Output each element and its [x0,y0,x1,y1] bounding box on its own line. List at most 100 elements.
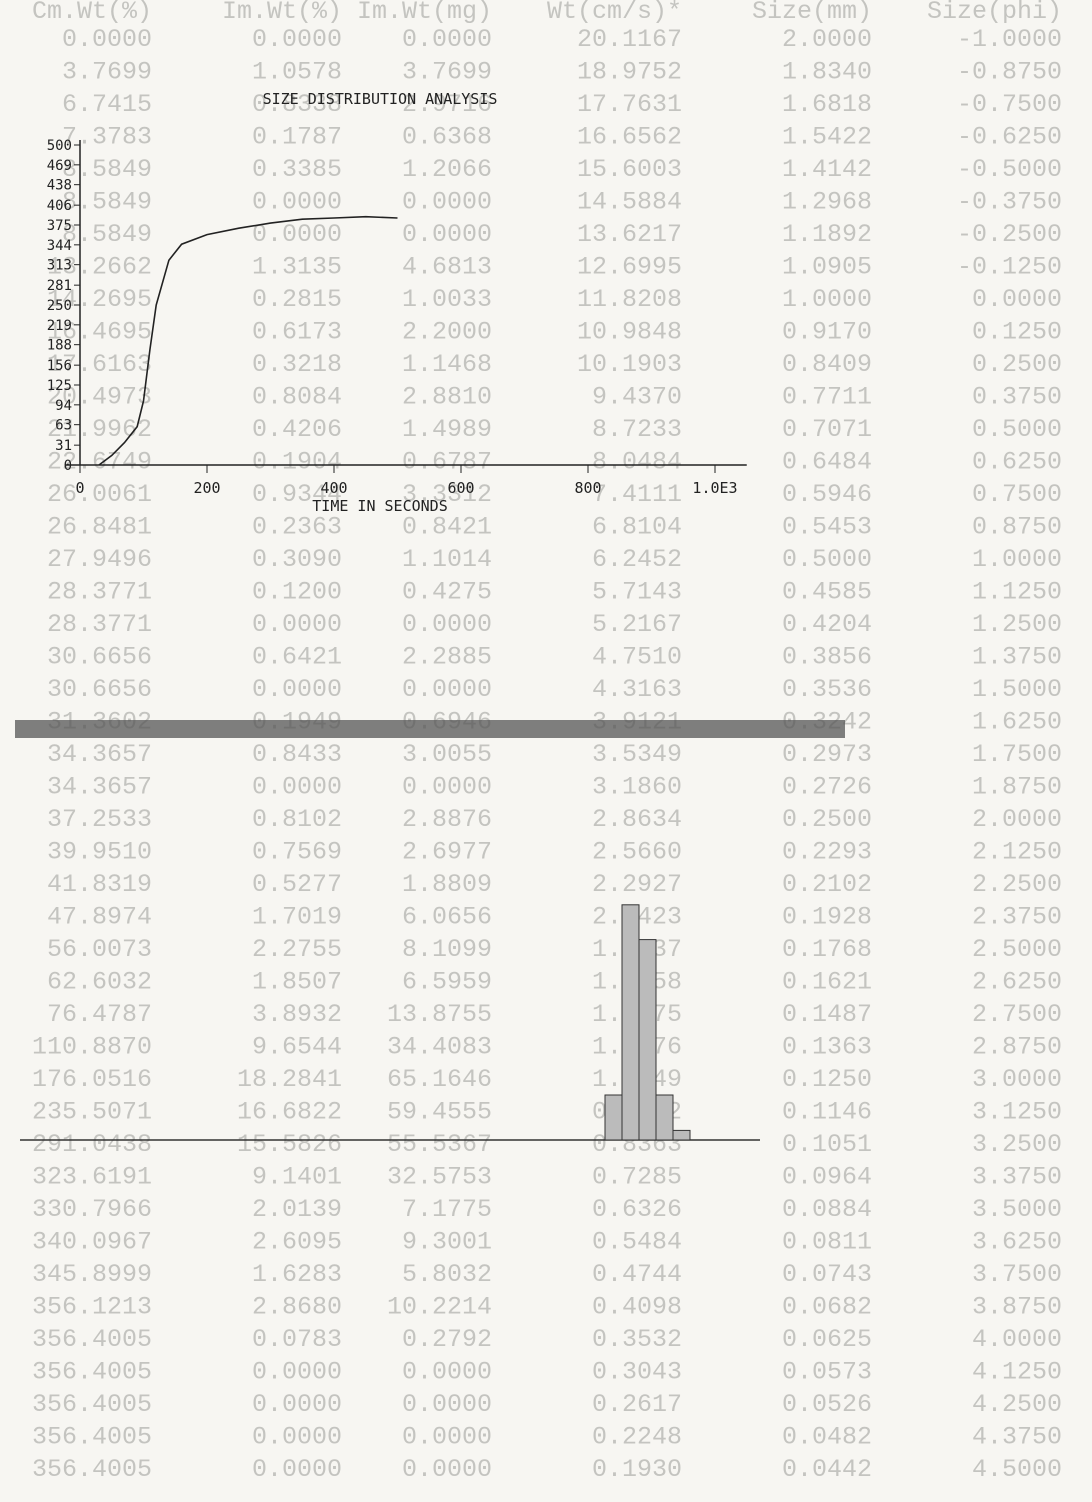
table-cell: 2.8750 [972,1033,1062,1062]
y-tick-label: 281 [47,278,72,294]
table-cell: 0.5453 [782,513,872,542]
table-cell: 0.0573 [782,1358,872,1387]
table-cell: 0.1051 [782,1130,872,1159]
table-cell: 0.0884 [782,1195,872,1224]
table-cell: 11.8208 [577,285,682,314]
table-cell: 30.6656 [47,675,152,704]
table-cell: 1.1892 [782,220,872,249]
table-cell: 2.0000 [782,25,872,54]
table-cell: 7.4111 [592,480,682,509]
table-cell: 0.3043 [592,1358,682,1387]
table-cell: 41.8319 [47,870,152,899]
x-tick-label: 1.0E3 [692,479,737,497]
table-cell: 59.4555 [387,1098,492,1127]
table-cell: 0.8421 [402,513,492,542]
table-cell: 0.1928 [782,903,872,932]
table-cell: 330.7966 [32,1195,152,1224]
table-cell: 30.6656 [47,643,152,672]
table-cell: 0.6421 [252,643,342,672]
table-cell: 4.5000 [972,1455,1062,1484]
table-cell: 13.2662 [47,253,152,282]
table-cell: 0.2726 [782,773,872,802]
table-cell: 356.4005 [32,1455,152,1484]
table-cell: 7.1775 [402,1195,492,1224]
y-tick-label: 94 [55,398,72,414]
table-cell: 4.7510 [592,643,682,672]
table-cell: 1.6283 [252,1260,342,1289]
table-cell: 0.6250 [972,448,1062,477]
table-cell: 0.4206 [252,415,342,444]
table-cell: 34.4083 [387,1033,492,1062]
table-cell: 0.0000 [252,25,342,54]
y-tick-label: 313 [47,258,72,274]
table-cell: 356.4005 [32,1423,152,1452]
table-cell: 1.2500 [972,610,1062,639]
table-cell: -0.2500 [957,220,1062,249]
table-cell: 0.7569 [252,838,342,867]
table-cell: 1.0033 [402,285,492,314]
table-cell: -1.0000 [957,25,1062,54]
table-cell: 0.3532 [592,1325,682,1354]
y-tick-label: 125 [47,378,72,394]
table-cell: 0.3090 [252,545,342,574]
table-cell: 32.5753 [387,1163,492,1192]
table-cell: 2.2500 [972,870,1062,899]
cumulative-curve [98,215,398,466]
table-cell: 47.8974 [47,903,152,932]
table-cell: 55.5367 [387,1130,492,1159]
table-cell: 235.5071 [32,1098,152,1127]
table-cell: 8.7233 [592,415,682,444]
histogram-bar [638,939,657,1141]
table-cell: 0.4585 [782,578,872,607]
table-cell: 8.1099 [402,935,492,964]
table-cell: 2.5660 [592,838,682,867]
table-cell: 14.2695 [47,285,152,314]
y-tick-label: 344 [47,238,72,254]
y-tick-label: 63 [55,418,72,434]
table-cell: 0.0000 [972,285,1062,314]
table-cell: 0.1250 [972,318,1062,347]
table-cell: 356.4005 [32,1358,152,1387]
table-cell: 2.1250 [972,838,1062,867]
table-cell: 0.2792 [402,1325,492,1354]
y-tick-label: 0 [64,458,72,474]
table-cell: 6.2452 [592,545,682,574]
table-cell: 8.5849 [62,155,152,184]
table-cell: 0.2500 [972,350,1062,379]
table-cell: 1.0000 [782,285,872,314]
column-header: Cm.Wt(%) [32,0,152,26]
table-cell: 0.2815 [252,285,342,314]
table-cell: 22.6749 [47,448,152,477]
table-cell: 1.0578 [252,58,342,87]
table-cell: 27.9496 [47,545,152,574]
table-cell: 0.0783 [252,1325,342,1354]
table-cell: 0.3750 [972,383,1062,412]
table-cell: 0.1621 [782,968,872,997]
x-tick-label: 800 [574,479,601,497]
table-cell: 0.1768 [782,935,872,964]
table-cell: 20.4973 [47,383,152,412]
table-cell: 9.4370 [592,383,682,412]
table-cell: 34.3657 [47,740,152,769]
table-cell: 4.6813 [402,253,492,282]
column-header: Im.Wt(%) [222,0,342,26]
table-cell: 0.0000 [62,25,152,54]
table-cell: 3.0055 [402,740,492,769]
table-cell: 0.4744 [592,1260,682,1289]
table-cell: 1.3750 [972,643,1062,672]
table-cell: 6.7415 [62,90,152,119]
table-cell: 1.4142 [782,155,872,184]
table-cell: 0.1904 [252,448,342,477]
y-tick-label: 469 [47,158,72,174]
table-cell: 0.0000 [252,773,342,802]
table-cell: 0.1200 [252,578,342,607]
x-tick-label: 600 [447,479,474,497]
table-cell: 0.5000 [972,415,1062,444]
table-cell: 65.1646 [387,1065,492,1094]
table-cell: 18.9752 [577,58,682,87]
table-cell: 2.2000 [402,318,492,347]
table-cell: 26.0061 [47,480,152,509]
table-cell: 3.8932 [252,1000,342,1029]
table-cell: 0.0000 [252,610,342,639]
table-cell: 1.4989 [402,415,492,444]
